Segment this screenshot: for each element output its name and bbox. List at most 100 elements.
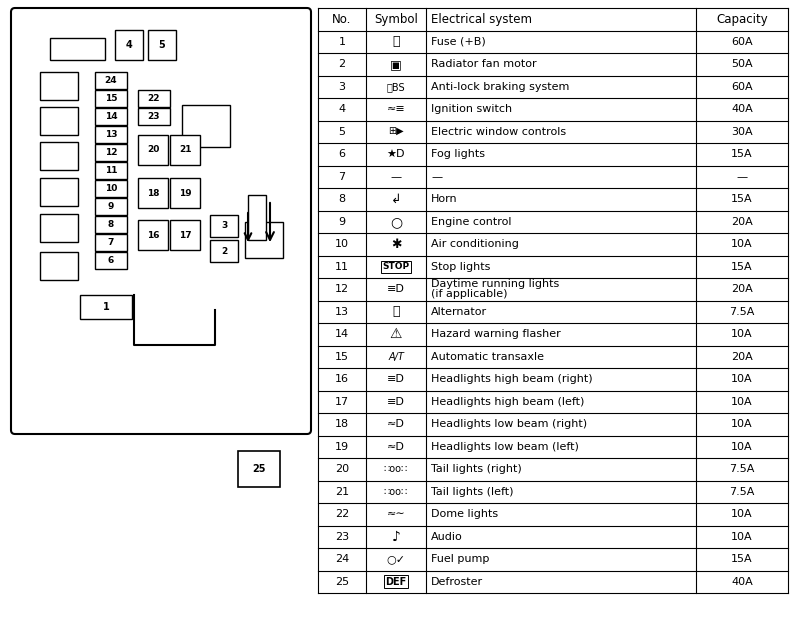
Text: 6: 6 [338, 149, 345, 159]
Text: 24: 24 [335, 554, 349, 564]
Text: 15A: 15A [732, 261, 753, 272]
Text: 7.5A: 7.5A [729, 464, 755, 474]
Text: Fog lights: Fog lights [431, 149, 485, 159]
Text: Ignition switch: Ignition switch [431, 104, 512, 114]
Text: 50A: 50A [732, 59, 753, 69]
Bar [95, 162, 127, 179]
Text: 14: 14 [105, 112, 117, 121]
Bar [95, 234, 127, 251]
Text: 9: 9 [338, 217, 345, 227]
Text: STOP: STOP [382, 262, 410, 272]
Text: 20: 20 [146, 146, 159, 154]
Bar [40, 214, 78, 242]
Text: 1: 1 [338, 37, 345, 47]
Text: Fuel pump: Fuel pump [431, 554, 490, 564]
Bar [170, 135, 200, 165]
Text: 22: 22 [335, 509, 349, 519]
Text: 10A: 10A [732, 419, 753, 429]
Text: Capacity: Capacity [716, 13, 768, 26]
Text: 13: 13 [105, 130, 117, 139]
Bar [95, 252, 127, 269]
Text: 18: 18 [146, 188, 159, 197]
Text: 19: 19 [335, 442, 349, 452]
Text: ∷oo∷: ∷oo∷ [384, 487, 408, 496]
Bar [210, 240, 238, 262]
Text: ≡D: ≡D [387, 374, 405, 384]
Text: ○✓: ○✓ [386, 554, 406, 564]
Bar [40, 107, 78, 135]
Text: 8: 8 [108, 220, 114, 229]
Text: ⎓: ⎓ [392, 306, 400, 318]
Bar [40, 178, 78, 206]
Text: 17: 17 [178, 231, 191, 239]
Bar [95, 144, 127, 161]
Text: DEF: DEF [385, 576, 407, 587]
Bar [95, 108, 127, 125]
Text: Engine control: Engine control [431, 217, 512, 227]
Bar [138, 178, 168, 208]
Text: No.: No. [332, 13, 352, 26]
Text: 40A: 40A [731, 104, 753, 114]
Text: 10A: 10A [732, 374, 753, 384]
Text: ≈D: ≈D [387, 442, 405, 452]
Bar [138, 108, 170, 125]
Text: ∷oo∷: ∷oo∷ [384, 464, 408, 474]
Bar [210, 215, 238, 237]
Text: Automatic transaxle: Automatic transaxle [431, 352, 544, 362]
Text: Audio: Audio [431, 532, 462, 542]
Text: 15A: 15A [732, 554, 753, 564]
Text: 1: 1 [103, 302, 109, 312]
Text: 3: 3 [220, 222, 227, 231]
Bar [115, 30, 143, 60]
Text: ♪: ♪ [392, 530, 400, 544]
Text: 60A: 60A [732, 82, 753, 92]
Text: ⚠: ⚠ [390, 327, 402, 341]
Text: Dome lights: Dome lights [431, 509, 498, 519]
Text: 20A: 20A [731, 217, 753, 227]
Text: Headlights high beam (right): Headlights high beam (right) [431, 374, 593, 384]
Text: Electrical system: Electrical system [431, 13, 532, 26]
Text: 10: 10 [335, 239, 349, 249]
Text: (if applicable): (if applicable) [431, 289, 508, 299]
Text: 21: 21 [335, 487, 349, 496]
Text: Tail lights (right): Tail lights (right) [431, 464, 521, 474]
Text: 9: 9 [107, 202, 114, 211]
Bar [245, 222, 283, 258]
Bar [95, 90, 127, 107]
Text: Alternator: Alternator [431, 307, 487, 317]
Text: Symbol: Symbol [374, 13, 418, 26]
Bar [182, 105, 230, 147]
Bar [138, 220, 168, 250]
Bar [95, 216, 127, 233]
Text: Headlights low beam (right): Headlights low beam (right) [431, 419, 587, 429]
Text: 15A: 15A [732, 194, 753, 204]
Text: 12: 12 [105, 148, 117, 157]
Text: Headlights low beam (left): Headlights low beam (left) [431, 442, 579, 452]
Text: 15A: 15A [732, 149, 753, 159]
Bar [95, 180, 127, 197]
Text: 22: 22 [148, 94, 160, 103]
Text: 16: 16 [335, 374, 349, 384]
Text: ⊞▶: ⊞▶ [388, 127, 404, 137]
Bar [95, 72, 127, 89]
Text: ≈D: ≈D [387, 419, 405, 429]
Text: 7.5A: 7.5A [729, 487, 755, 496]
Text: Electric window controls: Electric window controls [431, 127, 566, 137]
Text: 30A: 30A [732, 127, 753, 137]
Text: 2: 2 [338, 59, 345, 69]
Text: Stop lights: Stop lights [431, 261, 490, 272]
Bar [138, 90, 170, 107]
Text: 10A: 10A [732, 397, 753, 407]
Text: ▣: ▣ [390, 58, 402, 71]
Text: 7: 7 [107, 238, 114, 247]
Text: 19: 19 [178, 188, 191, 197]
Bar [95, 198, 127, 215]
Text: Defroster: Defroster [431, 576, 483, 587]
Bar [170, 220, 200, 250]
Text: 60A: 60A [732, 37, 753, 47]
Text: 20A: 20A [731, 352, 753, 362]
Text: ⎓: ⎓ [392, 35, 400, 49]
Text: ≡D: ≡D [387, 397, 405, 407]
Text: ⒶBS: ⒶBS [387, 82, 405, 92]
Text: 24: 24 [105, 76, 117, 85]
